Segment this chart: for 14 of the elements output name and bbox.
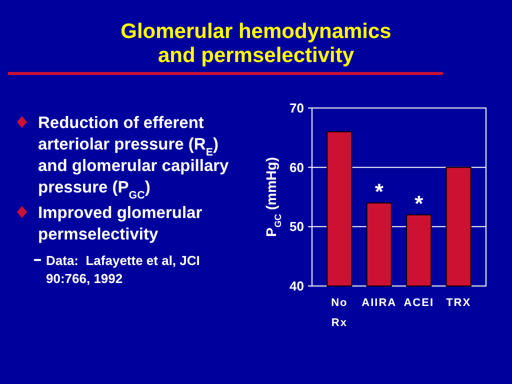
annotation: * (414, 190, 424, 216)
y-tick-label: 40 (290, 278, 304, 294)
x-tick-label: TRX (446, 297, 472, 309)
x-tick-label: ACEI (404, 297, 434, 309)
y-tick-label: 70 (290, 100, 304, 116)
x-tick-label: No Rx (331, 297, 348, 329)
chart-title: Glomerular hemodynamics and permselectivity (120, 20, 392, 67)
y-tick-label: 60 (290, 160, 304, 175)
x-tick-label: AIIRA (362, 297, 397, 309)
annotation: * (374, 178, 384, 204)
text: Improved glomerular permselectivity (38, 204, 203, 244)
text: Reduction of efferent arteriolar pressure (R$_{E}$) and glomerular capillary pressure (P$_{GC}$) (38, 114, 230, 202)
text: Data: Lafayette et al, JCI 90:766, 1992 (46, 253, 200, 286)
y-tick-label: 50 (290, 219, 304, 234)
